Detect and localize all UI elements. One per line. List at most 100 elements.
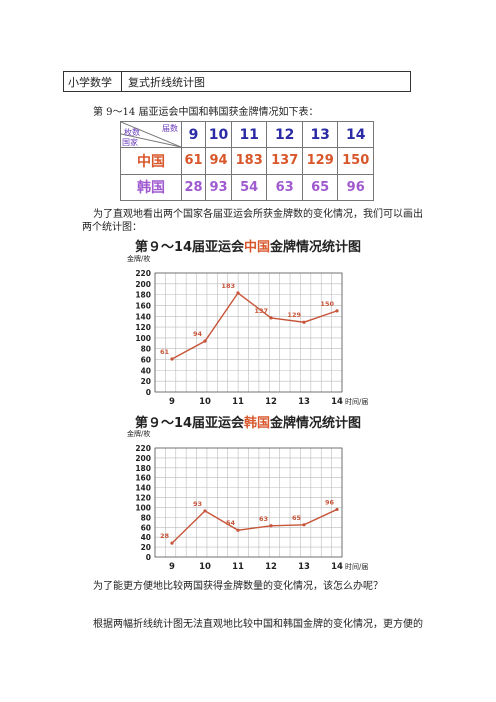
- value-cell: 65: [301, 173, 339, 201]
- x-axis-label: 时间/届: [345, 562, 368, 571]
- x-tick-label: 12: [265, 562, 277, 572]
- year-cell: 9: [180, 121, 207, 148]
- table-row: 韩国 28 93 54 63 65 96: [120, 173, 374, 201]
- x-tick-label: 11: [232, 562, 244, 572]
- y-tick-label: 80: [141, 345, 151, 354]
- gold-medal-table: 届数 枚数 国家 9 10 11 12 13 14 中国 61 94 183 1…: [120, 121, 374, 201]
- x-tick-label: 9: [169, 562, 175, 572]
- plot-frame: [154, 447, 343, 558]
- y-tick-label: 180: [135, 464, 151, 473]
- data-point: [203, 509, 207, 513]
- data-label: 65: [292, 514, 302, 522]
- corner-top-label: 届数: [162, 124, 178, 133]
- y-tick-label: 40: [141, 533, 151, 542]
- corner-diagonal: [121, 122, 181, 147]
- header-table: 小学数学 复式折线统计图: [63, 71, 411, 92]
- y-tick-label: 60: [141, 356, 151, 365]
- data-label: 61: [160, 348, 170, 356]
- y-tick-label: 100: [135, 334, 151, 343]
- value-cell: 63: [266, 173, 303, 201]
- x-tick-label: 12: [265, 397, 277, 407]
- x-tick-label: 9: [169, 397, 175, 407]
- value-cell: 137: [266, 147, 303, 175]
- data-label: 129: [287, 311, 301, 319]
- chart-1-title-country: 中国: [244, 240, 271, 255]
- year-cell: 11: [230, 121, 268, 148]
- corner-bottom-label: 国家: [122, 138, 138, 147]
- y-tick-label: 120: [135, 323, 151, 332]
- table-corner-cell: 届数 枚数 国家: [120, 121, 182, 148]
- data-label: 137: [254, 307, 268, 315]
- y-tick-label: 60: [141, 523, 151, 532]
- year-cell: 12: [266, 121, 303, 148]
- data-point: [269, 524, 273, 528]
- data-point: [236, 291, 240, 295]
- y-tick-label: 140: [135, 484, 151, 493]
- y-tick-label: 100: [135, 503, 151, 512]
- data-label: 63: [259, 515, 268, 523]
- table-row: 中国 61 94 183 137 129 150: [120, 147, 374, 175]
- x-tick-label: 10: [199, 397, 211, 407]
- x-tick-label: 14: [331, 397, 343, 407]
- x-tick-label: 10: [199, 562, 211, 572]
- value-cell: 93: [205, 173, 232, 201]
- y-tick-label: 80: [141, 513, 151, 522]
- data-point: [170, 357, 174, 361]
- x-tick-label: 13: [298, 397, 310, 407]
- x-tick-label: 13: [298, 562, 310, 572]
- y-tick-label: 160: [135, 474, 151, 483]
- value-cell: 28: [180, 173, 207, 201]
- year-cell: 14: [337, 121, 374, 148]
- series-line: [171, 508, 338, 544]
- y-axis-label: 金牌/枚: [127, 254, 150, 263]
- data-point: [170, 541, 174, 545]
- series-line: [171, 292, 338, 360]
- corner-mid-label: 枚数: [124, 128, 140, 137]
- data-label: 150: [320, 300, 334, 308]
- y-tick-label: 140: [135, 312, 151, 321]
- value-cell: 129: [301, 147, 339, 175]
- paragraph-1-line-1: 为了直观地看出两个国家各届亚运会所获金牌数的变化情况，我们可以画出: [93, 209, 423, 220]
- y-tick-label: 220: [135, 444, 151, 453]
- value-cell: 61: [180, 147, 207, 175]
- y-tick-label: 0: [146, 553, 151, 562]
- y-tick-label: 220: [135, 269, 151, 278]
- y-tick-label: 160: [135, 301, 151, 310]
- year-cell: 10: [205, 121, 232, 148]
- value-cell: 94: [205, 147, 232, 175]
- paragraph-2: 根据两幅折线统计图无法直观地比较中国和韩国金牌的变化情况，更方便的: [93, 619, 423, 630]
- data-label: 93: [193, 500, 202, 508]
- data-point: [335, 309, 339, 313]
- row-label-korea: 韩国: [120, 173, 182, 201]
- chart-1-title: 第９～14届亚运会中国金牌情况统计图: [70, 236, 426, 255]
- chart-2-title-country: 韩国: [244, 416, 271, 431]
- y-axis-label: 金牌/枚: [127, 429, 150, 438]
- x-tick-label: 11: [232, 397, 244, 407]
- data-point: [269, 316, 273, 320]
- value-cell: 96: [337, 173, 374, 201]
- value-cell: 183: [230, 147, 268, 175]
- plot-frame: [154, 272, 343, 393]
- subject-cell: 小学数学: [64, 72, 122, 91]
- y-tick-label: 0: [146, 388, 151, 397]
- data-point: [302, 320, 306, 324]
- chart-2-title: 第９～14届亚运会韩国金牌情况统计图: [70, 412, 426, 431]
- year-cell: 13: [301, 121, 339, 148]
- intro-text: 第 9～14 届亚运会中国和韩国获金牌情况如下表：: [93, 107, 319, 118]
- chart-2-title-post: 金牌情况统计图: [270, 416, 362, 431]
- paragraph-1-line-2: 两个统计图：: [82, 222, 142, 233]
- y-tick-label: 20: [141, 543, 151, 552]
- data-label: 96: [325, 498, 335, 506]
- x-tick-label: 14: [331, 562, 343, 572]
- row-label-china: 中国: [120, 147, 182, 175]
- value-cell: 54: [230, 173, 268, 201]
- y-tick-label: 180: [135, 291, 151, 300]
- chart-1-title-pre: 第９～14届亚运会: [134, 240, 245, 255]
- topic-cell: 复式折线统计图: [128, 75, 205, 89]
- y-tick-label: 200: [135, 280, 151, 289]
- data-label: 94: [193, 330, 203, 338]
- data-label: 54: [226, 519, 236, 527]
- data-point: [203, 339, 207, 343]
- y-tick-label: 20: [141, 377, 151, 386]
